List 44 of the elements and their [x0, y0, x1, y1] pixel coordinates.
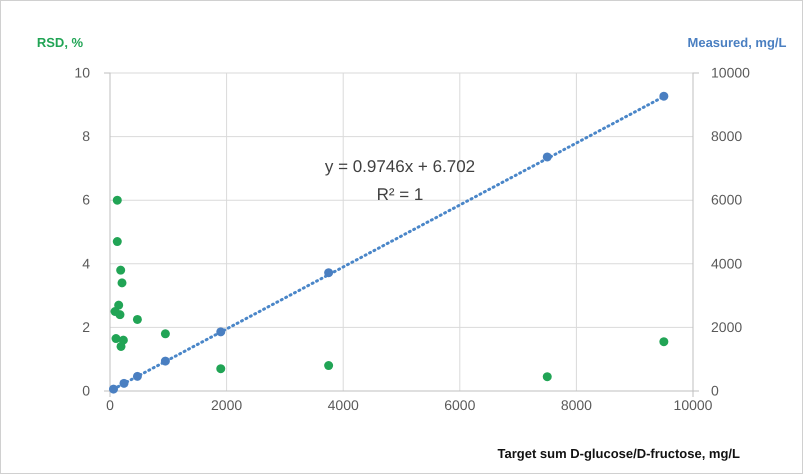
point — [216, 364, 226, 374]
y-tick-label: 0 — [82, 382, 90, 398]
point — [119, 378, 128, 388]
x-axis-title: Target sum D-glucose/D-fructose, mg/L — [498, 446, 740, 461]
y2-tick-label: 2000 — [711, 318, 742, 335]
x-tick-label: 4000 — [328, 396, 359, 413]
y-tick-label: 2 — [82, 318, 90, 335]
x-tick-label: 2000 — [211, 396, 242, 413]
point — [112, 237, 122, 246]
y2-tick-label: 0 — [711, 382, 719, 398]
point — [112, 196, 122, 205]
point — [118, 278, 127, 288]
point — [542, 152, 552, 162]
annotation: R² = 1 — [376, 185, 424, 204]
point — [109, 384, 118, 394]
y-tick-label: 4 — [82, 255, 90, 272]
point — [132, 372, 142, 381]
point — [542, 372, 552, 382]
point — [160, 356, 170, 366]
point — [659, 337, 668, 346]
x-tick-label: 8000 — [560, 396, 592, 413]
y2-tick-label: 10000 — [711, 64, 750, 80]
point — [324, 361, 334, 370]
y2-axis-title: Measured, mg/L — [688, 35, 787, 50]
x-tick-label: 6000 — [444, 396, 476, 413]
y-tick-label: 6 — [82, 192, 90, 208]
y-tick-label: 8 — [82, 128, 90, 144]
y2-tick-label: 8000 — [711, 128, 742, 144]
annotation: y = 0.9746x + 6.702 — [324, 157, 476, 176]
y-tick-label: 10 — [74, 64, 90, 80]
point — [160, 329, 170, 338]
point — [216, 327, 226, 336]
point — [116, 342, 126, 351]
point — [115, 310, 124, 320]
point — [112, 334, 121, 344]
y2-tick-label: 6000 — [711, 192, 742, 208]
point — [659, 92, 668, 101]
point — [324, 268, 334, 278]
point — [116, 266, 126, 275]
x-tick-label: 10000 — [674, 396, 713, 413]
x-tick-label: 0 — [106, 396, 114, 413]
y2-tick-label: 4000 — [711, 255, 742, 272]
point — [132, 314, 142, 324]
y-axis-title: RSD, % — [36, 35, 84, 50]
